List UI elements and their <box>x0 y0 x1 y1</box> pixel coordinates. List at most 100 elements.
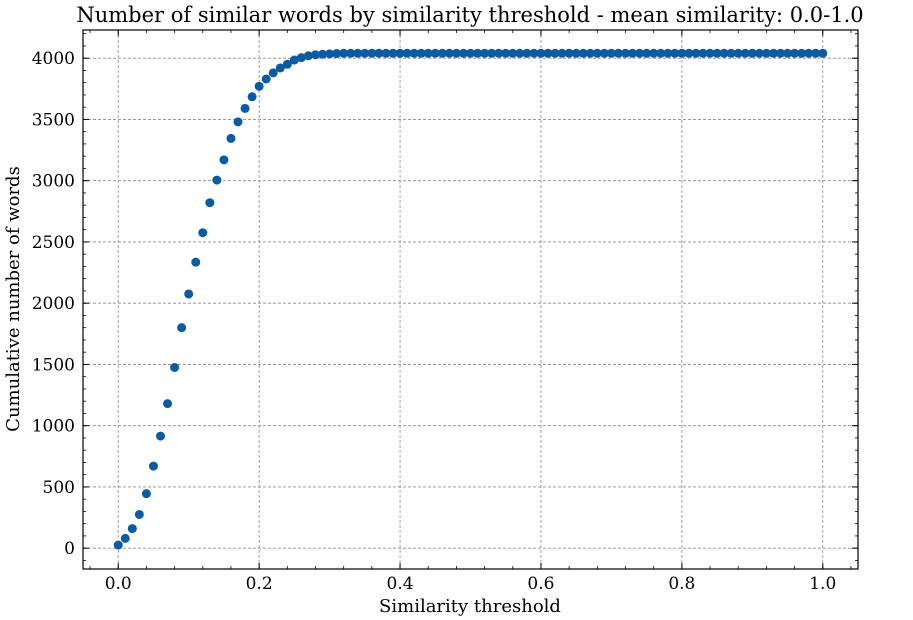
y-tick-label: 3000 <box>32 172 75 192</box>
data-point <box>247 92 257 102</box>
y-tick-labels: 0 500 1000 1500 2000 2500 3000 3500 4000 <box>32 49 75 559</box>
chart-title: Number of similar words by similarity th… <box>76 3 863 27</box>
data-point <box>536 48 546 58</box>
data-point <box>233 117 243 127</box>
data-points <box>113 48 828 550</box>
data-point <box>318 49 328 59</box>
data-point <box>733 48 743 58</box>
data-point <box>790 48 800 58</box>
data-point <box>240 103 250 113</box>
data-point <box>635 48 645 58</box>
y-tick-label: 500 <box>43 478 75 498</box>
data-point <box>261 74 271 84</box>
data-point <box>416 48 426 58</box>
y-tick-label: 3500 <box>32 110 75 130</box>
x-tick-label: 0.8 <box>668 574 695 594</box>
data-point <box>804 48 814 58</box>
data-point <box>325 49 335 59</box>
data-point <box>466 48 475 58</box>
data-point <box>501 48 511 58</box>
data-point <box>684 48 694 58</box>
data-point <box>205 198 215 208</box>
data-point <box>381 48 391 58</box>
data-point <box>360 48 370 58</box>
data-point <box>740 48 750 58</box>
data-point <box>177 323 187 333</box>
data-point <box>480 48 490 58</box>
data-point <box>712 48 722 58</box>
data-point <box>642 48 652 58</box>
data-point <box>311 50 320 60</box>
data-point <box>557 48 567 58</box>
data-point <box>163 399 173 409</box>
x-tick-labels: 0.0 0.2 0.4 0.6 0.8 1.0 <box>105 574 837 594</box>
data-point <box>191 257 201 267</box>
data-point <box>585 48 595 58</box>
data-point <box>184 289 194 299</box>
data-point <box>606 48 616 58</box>
data-point <box>494 48 504 58</box>
data-point <box>120 533 130 543</box>
axis-ticks <box>83 30 858 569</box>
x-tick-label: 0.4 <box>387 574 414 594</box>
data-point <box>656 48 666 58</box>
data-point <box>289 55 299 65</box>
data-point <box>592 48 602 58</box>
data-point <box>529 48 539 58</box>
data-point <box>444 48 454 58</box>
data-point <box>437 48 447 58</box>
data-point <box>564 48 574 58</box>
data-point <box>156 431 165 441</box>
y-tick-label: 4000 <box>32 49 75 69</box>
y-tick-label: 1000 <box>32 417 75 437</box>
data-point <box>423 48 433 58</box>
data-point <box>282 59 292 69</box>
data-point <box>268 68 278 78</box>
data-point <box>226 133 236 143</box>
data-point <box>761 48 771 58</box>
data-point <box>628 48 638 58</box>
data-point <box>677 48 687 58</box>
x-tick-label: 0.6 <box>527 574 554 594</box>
data-point <box>346 48 356 58</box>
data-point <box>198 228 208 238</box>
data-point <box>670 48 680 58</box>
data-point <box>353 48 363 58</box>
data-point <box>621 48 630 58</box>
x-tick-label: 0.2 <box>246 574 273 594</box>
data-point <box>578 48 588 58</box>
data-point <box>339 48 349 58</box>
data-point <box>691 48 701 58</box>
data-point <box>458 48 468 58</box>
data-point <box>754 48 764 58</box>
data-point <box>409 48 419 58</box>
data-point <box>649 48 659 58</box>
data-point <box>550 48 560 58</box>
data-point <box>113 540 123 550</box>
data-point <box>395 48 405 58</box>
data-point <box>473 48 483 58</box>
data-point <box>811 48 821 58</box>
data-point <box>599 48 609 58</box>
data-point <box>768 48 778 58</box>
y-tick-label: 1500 <box>32 355 75 375</box>
x-axis-label: Similarity threshold <box>379 596 561 617</box>
data-point <box>332 49 342 59</box>
data-point <box>543 48 553 58</box>
data-point <box>402 48 412 58</box>
x-tick-label: 1.0 <box>809 574 836 594</box>
data-point <box>170 362 180 372</box>
x-tick-label: 0.0 <box>105 574 132 594</box>
data-point <box>141 489 151 499</box>
data-point <box>212 175 222 185</box>
data-point <box>219 155 229 165</box>
data-point <box>388 48 398 58</box>
data-point <box>451 48 461 58</box>
y-tick-label: 2000 <box>32 294 75 314</box>
grid-lines <box>83 30 858 569</box>
y-axis-label: Cumulative number of words <box>3 166 24 432</box>
data-point <box>134 509 144 519</box>
data-point <box>148 461 158 471</box>
data-point <box>776 48 785 58</box>
data-point <box>127 524 137 534</box>
